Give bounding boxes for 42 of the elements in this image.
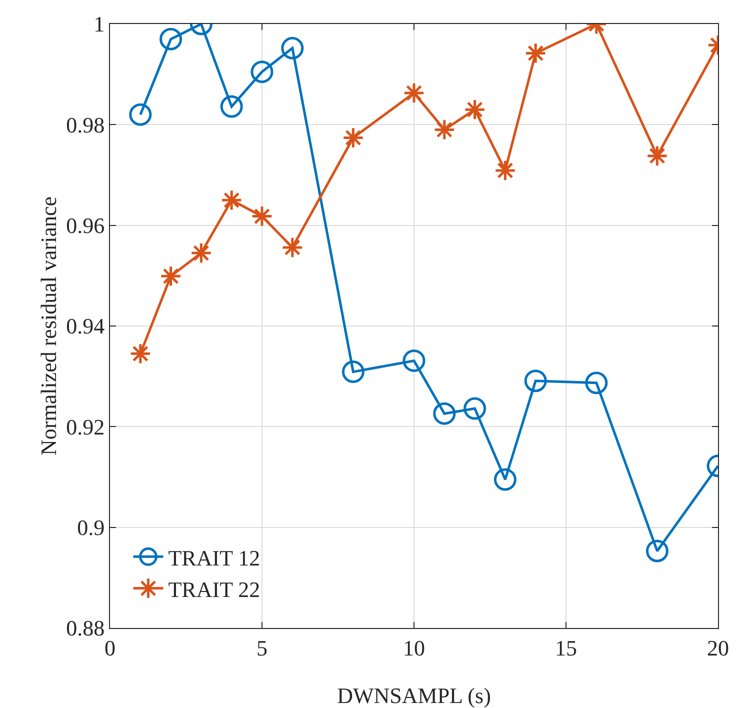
y-tick-label: 0.88 (66, 616, 105, 641)
y-tick-label: 1 (94, 12, 105, 37)
point (160, 28, 182, 50)
legend-label: TRAIT 12 (168, 545, 260, 570)
point (464, 397, 486, 420)
x-tick-label: 20 (707, 635, 729, 660)
point (494, 468, 516, 491)
point (402, 349, 426, 372)
y-tick-label: 0.9 (77, 515, 105, 540)
point (464, 98, 486, 120)
y-axis-title: Normalized residual variance (36, 196, 61, 456)
y-tick-label: 0.92 (66, 414, 105, 440)
point (403, 82, 425, 104)
point (281, 36, 304, 60)
point (282, 236, 304, 258)
point (646, 540, 668, 562)
point (342, 360, 364, 384)
y-tick-label: 0.96 (66, 213, 105, 238)
x-tick-label: 15 (555, 635, 577, 660)
point (342, 126, 364, 149)
point (250, 60, 274, 84)
point (494, 160, 516, 182)
point (646, 145, 668, 167)
point (130, 342, 152, 365)
point (220, 189, 242, 212)
point (524, 42, 546, 64)
point (251, 205, 273, 228)
x-tick-label: 0 (104, 635, 116, 660)
point (190, 242, 212, 264)
y-tick-label: 0.94 (66, 314, 105, 339)
point (433, 402, 456, 425)
point (220, 95, 243, 118)
point (524, 370, 547, 392)
legend-label: TRAIT 22 (168, 576, 260, 602)
x-axis-title: DWNSAMPL (s) (337, 683, 491, 708)
y-tick-label: 0.98 (66, 112, 105, 138)
x-tick-label: 10 (403, 635, 425, 660)
point (434, 118, 456, 141)
point (160, 265, 182, 288)
point (585, 372, 608, 394)
x-tick-label: 5 (256, 635, 268, 660)
point (129, 103, 152, 126)
